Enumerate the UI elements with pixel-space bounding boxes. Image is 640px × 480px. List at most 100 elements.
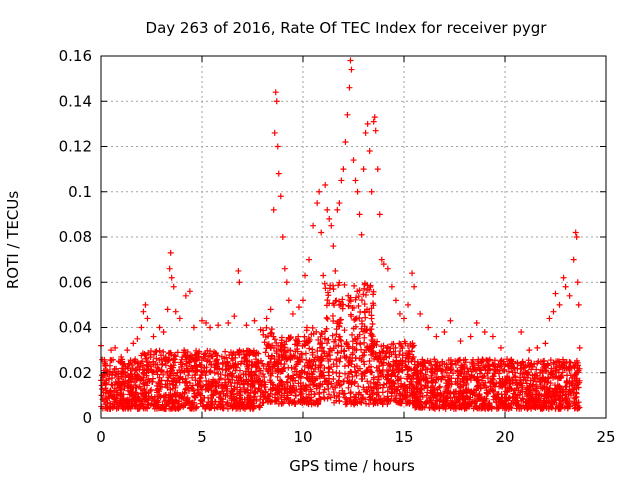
data-point-cloud [330, 286, 337, 293]
data-point-cloud [362, 388, 369, 395]
data-point-cloud [289, 354, 296, 361]
data-point-cloud [292, 336, 299, 343]
data-point-cloud [324, 297, 331, 304]
data-point-cloud [341, 281, 348, 288]
data-point-cloud [291, 341, 298, 348]
data-point-cloud [225, 363, 232, 370]
data-point-cloud [267, 370, 274, 377]
data-point-cloud [366, 394, 373, 401]
y-axis-label: ROTI / TECUs [4, 191, 22, 289]
data-point-cloud [329, 332, 336, 339]
data-point-cloud [117, 390, 124, 397]
data-point-cloud [260, 362, 267, 369]
data-points [98, 57, 583, 412]
data-point-cloud [107, 387, 114, 394]
data-point-cloud [315, 357, 322, 364]
data-point-cloud [147, 387, 154, 394]
data-point-cloud [217, 371, 224, 378]
data-point-cloud [206, 358, 213, 365]
data-point-cloud [315, 336, 322, 343]
data-point-cloud [115, 358, 122, 365]
data-point-cloud [306, 345, 313, 352]
data-point-cloud [198, 384, 205, 391]
data-point-cloud [227, 370, 234, 377]
data-point-cloud [305, 335, 312, 342]
data-point-cloud [194, 366, 201, 373]
data-point-cloud [329, 384, 336, 391]
data-point-cloud [222, 372, 229, 379]
data-point-cloud [320, 372, 327, 379]
data-point-cloud [158, 361, 165, 368]
data-point-cloud [116, 384, 123, 391]
data-point-cloud [303, 374, 310, 381]
data-point-cloud [333, 392, 340, 399]
data-point-cloud [349, 304, 356, 311]
data-point-cloud [290, 382, 297, 389]
data-point-cloud [312, 354, 319, 361]
data-point-cloud [140, 394, 147, 401]
y-tick-label: 0.08 [59, 228, 92, 246]
data-point-cloud [378, 372, 385, 379]
data-point-cloud [286, 335, 293, 342]
data-point-cloud [315, 364, 322, 371]
data-point-cloud [285, 373, 292, 380]
data-point-cloud [271, 398, 278, 405]
data-point-cloud [167, 349, 174, 356]
data-point-cloud [111, 371, 118, 378]
data-point-cloud [356, 314, 363, 321]
data-point-cloud [348, 361, 355, 368]
data-point-cloud [327, 394, 334, 401]
data-point-cloud [162, 381, 169, 388]
data-point-cloud [274, 373, 281, 380]
data-point-cloud [212, 351, 219, 358]
data-point-cloud [196, 390, 203, 397]
data-point-cloud [217, 390, 224, 397]
data-point-cloud [251, 360, 258, 367]
data-point-cloud [208, 361, 215, 368]
data-point-cloud [212, 360, 219, 367]
data-point-cloud [313, 385, 320, 392]
data-point-cloud [259, 371, 266, 378]
x-tick-label: 25 [596, 428, 615, 446]
data-point-cloud [293, 345, 300, 352]
data-point-cloud [240, 378, 247, 385]
data-point-cloud [182, 386, 189, 393]
data-point-cloud [353, 372, 360, 379]
data-point-cloud [351, 282, 358, 289]
data-point-cloud [215, 401, 222, 408]
data-point-cloud [257, 396, 264, 403]
data-point-cloud [251, 396, 258, 403]
data-point-cloud [103, 379, 110, 386]
data-point-cloud [281, 390, 288, 397]
data-point-cloud [281, 341, 288, 348]
data-point-cloud [153, 389, 160, 396]
data-point-cloud [218, 353, 225, 360]
data-point-cloud [193, 363, 200, 370]
data-point-cloud [306, 391, 313, 398]
data-point-cloud [313, 375, 320, 382]
data-point-cloud [351, 363, 358, 370]
data-point-cloud [246, 392, 253, 399]
data-point-cloud [359, 376, 366, 383]
data-point-cloud [339, 305, 346, 312]
data-point-cloud [345, 358, 352, 365]
data-point-cloud [356, 331, 363, 338]
data-point-cloud [115, 404, 122, 411]
data-point-cloud [392, 344, 399, 351]
data-point-cloud [397, 341, 404, 348]
data-point-cloud [208, 387, 215, 394]
data-point-cloud [158, 384, 165, 391]
data-point-cloud [111, 381, 118, 388]
data-point-cloud [172, 390, 179, 397]
data-point-cloud [178, 393, 185, 400]
data-point-cloud [355, 303, 362, 310]
data-point-cloud [228, 383, 235, 390]
data-point-cloud [196, 348, 203, 355]
data-point-cloud [325, 336, 332, 343]
data-point-cloud [348, 379, 355, 386]
data-point-cloud [209, 353, 216, 360]
data-point-cloud [267, 330, 274, 337]
data-point-cloud [101, 397, 108, 404]
data-point-cloud [396, 340, 403, 347]
data-point-cloud [284, 394, 291, 401]
